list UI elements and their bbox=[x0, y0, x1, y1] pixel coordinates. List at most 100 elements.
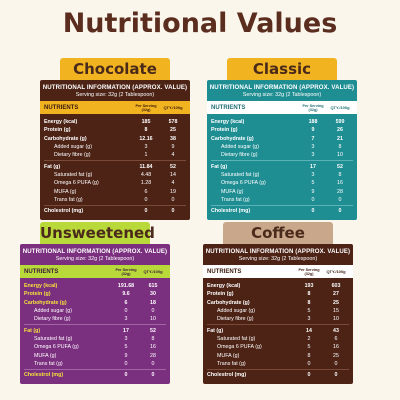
nutrient-rows: Energy (kcal) 191.68 615 Protein (g) 9.6 30 Ca… bbox=[20, 278, 170, 384]
table-row: Saturated fat (g) 3 8 bbox=[211, 171, 353, 179]
table-row: Protein (g) 8 27 bbox=[207, 290, 349, 298]
per-serving-value: 3 bbox=[311, 152, 315, 159]
table-row: Saturated fat (g) 2 6 bbox=[207, 335, 349, 343]
per-serving-value: 5 bbox=[124, 344, 128, 351]
card-coffee: Coffee NUTRITIONAL INFORMATION (APPROX. V… bbox=[203, 222, 353, 385]
page-title: Nutritional Values bbox=[62, 8, 338, 39]
per-serving-value: 0 bbox=[311, 208, 315, 215]
table-row: Dietary fibre (g) 1 4 bbox=[44, 151, 186, 159]
header-per-serving: Per Serving (32g) bbox=[115, 267, 137, 276]
per-serving-value: 5 bbox=[307, 344, 311, 351]
nutrient-name: Trans fat (g) bbox=[34, 360, 63, 367]
qty-per-100g-value: 25 bbox=[333, 299, 339, 306]
card-chocolate: Chocolate NUTRITIONAL INFORMATION (APPROX… bbox=[40, 58, 190, 221]
per-serving-value: 2 bbox=[307, 335, 311, 342]
nutrient-rows: Energy (kcal) 188 599 Protein (g) 9 26 Carbohy… bbox=[207, 114, 357, 220]
per-serving-value: 0 bbox=[307, 360, 311, 367]
nutrient-name: Trans fat (g) bbox=[221, 196, 250, 203]
nutrient-name: Fat (g) bbox=[44, 163, 61, 170]
qty-per-100g-value: 16 bbox=[333, 344, 339, 351]
table-row: Omega 6 PUFA (g) 5 16 bbox=[24, 343, 166, 351]
table-row: Added sugar (g) 3 8 bbox=[211, 143, 353, 151]
per-serving-value: 9 bbox=[311, 127, 315, 134]
table-row: Saturated fat (g) 3 8 bbox=[24, 335, 166, 343]
row-divider bbox=[211, 160, 353, 162]
per-serving-value: 3 bbox=[307, 316, 311, 323]
qty-per-100g-value: 16 bbox=[150, 344, 156, 351]
nutrient-name: Dietary fibre (g) bbox=[221, 152, 258, 159]
qty-per-100g-value: 0 bbox=[151, 360, 155, 367]
row-divider bbox=[44, 160, 186, 162]
card-classic: Classic NUTRITIONAL INFORMATION (APPROX. … bbox=[207, 58, 357, 221]
header-per-serving: Per Serving (32g) bbox=[302, 103, 324, 112]
qty-per-100g-value: 599 bbox=[335, 119, 345, 126]
per-serving-value: 0 bbox=[124, 360, 128, 367]
table-row: Fat (g) 17 52 bbox=[24, 326, 166, 334]
qty-per-100g-value: 9 bbox=[171, 144, 175, 151]
nutrient-name: Saturated fat (g) bbox=[54, 171, 93, 178]
nutrition-panel: NUTRITIONAL INFORMATION (APPROX. VALUE) S… bbox=[207, 80, 357, 221]
qty-per-100g-value: 38 bbox=[170, 135, 176, 142]
per-serving-value: 8 bbox=[307, 299, 311, 306]
row-divider bbox=[207, 368, 349, 370]
per-serving-value: 0 bbox=[124, 372, 128, 379]
per-serving-value: 1 bbox=[144, 152, 148, 159]
nutrient-name: Cholestrol (mg) bbox=[24, 372, 64, 379]
table-row: Cholestrol (mg) 0 0 bbox=[24, 371, 166, 379]
per-serving-value: 4.48 bbox=[140, 171, 152, 178]
per-serving-value: 3 bbox=[311, 144, 315, 151]
nutrient-name: Dietary fibre (g) bbox=[217, 316, 254, 323]
qty-per-100g-value: 21 bbox=[337, 135, 343, 142]
table-row: MUFA (g) 6 19 bbox=[44, 187, 186, 195]
per-serving-value: 7 bbox=[311, 135, 315, 142]
qty-per-100g-value: 25 bbox=[170, 127, 176, 134]
qty-per-100g-value: 8 bbox=[151, 335, 155, 342]
nutrition-info-title: NUTRITIONAL INFORMATION (APPROX. VALUE) bbox=[22, 248, 168, 255]
qty-per-100g-value: 28 bbox=[337, 188, 343, 195]
qty-per-100g-value: 10 bbox=[150, 316, 156, 323]
nutrient-name: Carbohydrate (g) bbox=[24, 299, 67, 306]
table-row: Carbohydrate (g) 12.16 38 bbox=[44, 135, 186, 143]
per-serving-value: 14 bbox=[306, 327, 312, 334]
nutrient-name: Omega 6 PUFA (g) bbox=[54, 180, 99, 187]
header-nutrients: NUTRIENTS bbox=[44, 104, 79, 111]
header-qty: QTY./100g bbox=[326, 269, 346, 274]
card-title-tab: Unsweetened bbox=[40, 222, 155, 244]
qty-per-100g-value: 578 bbox=[168, 119, 178, 126]
card-title-tab: Classic bbox=[227, 58, 337, 80]
qty-per-100g-value: 15 bbox=[333, 308, 339, 315]
per-serving-value: 3 bbox=[144, 144, 148, 151]
qty-per-100g-value: 14 bbox=[170, 171, 176, 178]
qty-per-100g-value: 27 bbox=[333, 291, 339, 298]
per-serving-value: 17 bbox=[310, 163, 316, 170]
nutrient-name: Saturated fat (g) bbox=[221, 171, 260, 178]
nutrient-name: Cholestrol (mg) bbox=[211, 208, 251, 215]
qty-per-100g-value: 6 bbox=[334, 335, 338, 342]
table-row: Protein (g) 9.6 30 bbox=[24, 290, 166, 298]
table-row: Energy (kcal) 193 603 bbox=[207, 282, 349, 290]
nutrient-name: Protein (g) bbox=[44, 127, 71, 134]
qty-per-100g-value: 0 bbox=[171, 208, 175, 215]
per-serving-value: 6 bbox=[124, 299, 128, 306]
qty-per-100g-value: 8 bbox=[338, 144, 342, 151]
nutrient-rows: Energy (kcal) 185 578 Protein (g) 8 25 Carbohy… bbox=[40, 114, 190, 220]
per-serving-value: 8 bbox=[307, 291, 311, 298]
per-serving-value: 17 bbox=[123, 327, 129, 334]
row-divider bbox=[24, 324, 166, 326]
nutrient-name: Fat (g) bbox=[207, 327, 224, 334]
per-serving-value: 9 bbox=[311, 188, 315, 195]
table-row: Saturated fat (g) 4.48 14 bbox=[44, 171, 186, 179]
per-serving-value: 5 bbox=[311, 180, 315, 187]
header-qty: QTY./100g bbox=[330, 105, 350, 110]
nutrient-name: Cholestrol (mg) bbox=[44, 208, 84, 215]
nutrition-panel: NUTRITIONAL INFORMATION (APPROX. VALUE) S… bbox=[40, 80, 190, 221]
qty-per-100g-value: 0 bbox=[334, 372, 338, 379]
nutrient-name: Added sugar (g) bbox=[221, 144, 259, 151]
row-divider bbox=[24, 368, 166, 370]
row-divider bbox=[211, 204, 353, 206]
table-row: Dietary fibre (g) 3 10 bbox=[211, 151, 353, 159]
nutrient-name: Energy (kcal) bbox=[24, 283, 58, 290]
qty-per-100g-value: 603 bbox=[331, 283, 341, 290]
per-serving-value: 191.68 bbox=[117, 283, 135, 290]
table-row: Fat (g) 11.84 52 bbox=[44, 162, 186, 170]
